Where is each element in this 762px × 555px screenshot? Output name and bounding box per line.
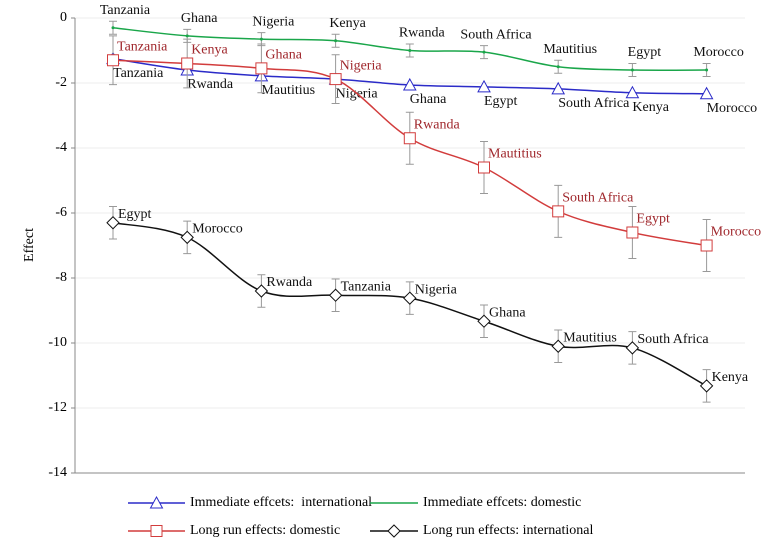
point-label: Egypt	[636, 212, 670, 227]
point	[552, 205, 565, 218]
point	[106, 216, 120, 230]
y-tick-label: -12	[48, 400, 67, 415]
point	[478, 161, 490, 174]
point-label: Ghana	[265, 48, 302, 63]
legend-marker	[387, 524, 401, 538]
legend-marker	[150, 525, 163, 537]
point-label: Kenya	[329, 16, 366, 31]
point-label: Rwanda	[399, 26, 446, 41]
point	[630, 68, 634, 72]
point-label: Tanzania	[113, 66, 164, 81]
y-tick-label: -14	[48, 465, 67, 480]
point-label: Rwanda	[414, 117, 461, 132]
point	[626, 226, 639, 239]
point-label: Ghana	[410, 92, 447, 107]
point	[408, 49, 412, 52]
point	[181, 57, 194, 70]
point-label: Mautitius	[563, 330, 617, 345]
point	[185, 34, 189, 38]
point	[625, 85, 640, 99]
point-label: South Africa	[562, 191, 634, 206]
legend-label: Immediate effcets: domestic	[423, 495, 581, 510]
point-label: South Africa	[460, 27, 532, 42]
point-label: Mautitius	[261, 83, 315, 98]
point-label: Egypt	[484, 94, 518, 109]
y-tick-label: -6	[55, 205, 67, 220]
point-label: South Africa	[637, 332, 709, 347]
point	[111, 26, 115, 30]
point-label: Egypt	[118, 207, 152, 222]
legend-label: Immediate effcets: international	[190, 495, 372, 510]
point-label: Morocco	[693, 45, 744, 60]
point	[705, 68, 709, 72]
y-tick-label: -2	[55, 75, 67, 90]
point-label: Rwanda	[266, 275, 313, 290]
point-label: Morocco	[192, 222, 243, 237]
legend-label: Long run effects: domestic	[190, 523, 340, 538]
point-label: Morocco	[707, 101, 758, 116]
point-label: South Africa	[558, 96, 630, 111]
point-label: Rwanda	[187, 77, 234, 92]
point-label: Nigeria	[415, 282, 458, 297]
point	[254, 284, 269, 298]
y-tick-label: -8	[55, 270, 67, 285]
point	[259, 37, 263, 41]
point	[334, 39, 338, 43]
point	[556, 65, 560, 69]
y-axis-label: Effect	[22, 228, 37, 262]
point	[700, 239, 713, 252]
point	[403, 132, 416, 145]
y-tick-label: 0	[60, 10, 67, 25]
point	[477, 314, 491, 328]
point	[107, 54, 119, 67]
point-label: Kenya	[191, 43, 228, 58]
legend-marker	[149, 495, 164, 509]
point-label: Tanzania	[117, 39, 168, 54]
point	[329, 73, 342, 86]
point-label: Nigeria	[252, 14, 295, 29]
point	[328, 288, 343, 302]
point	[699, 379, 714, 393]
point-label: Kenya	[632, 100, 669, 115]
point	[699, 86, 714, 100]
point	[255, 62, 268, 75]
point	[180, 230, 194, 245]
point	[625, 341, 640, 355]
point-label: Mautitius	[543, 42, 597, 57]
point	[551, 339, 565, 353]
point-label: Morocco	[711, 225, 762, 240]
point-label: Tanzania	[341, 279, 392, 294]
y-tick-label: -10	[48, 335, 67, 350]
point-label: Tanzania	[100, 3, 151, 18]
legend-label: Long run effects: international	[423, 523, 594, 538]
point-label: Egypt	[628, 45, 662, 60]
point	[477, 79, 491, 93]
point-label: Kenya	[712, 370, 749, 385]
point-label: Ghana	[489, 305, 526, 320]
point	[551, 81, 566, 95]
point-label: Ghana	[181, 11, 218, 26]
y-tick-label: -4	[55, 140, 67, 155]
point-label: Mautitius	[488, 147, 542, 162]
point	[402, 77, 417, 91]
point	[403, 291, 417, 305]
point-label: Nigeria	[340, 58, 383, 73]
point	[482, 50, 486, 54]
